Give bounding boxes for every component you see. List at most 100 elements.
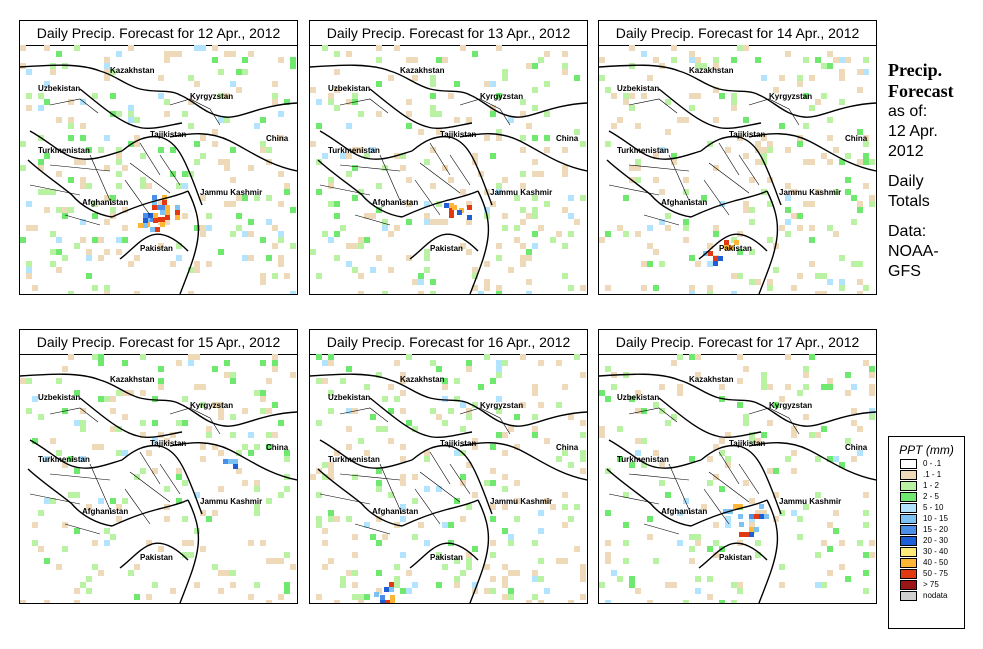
precip-cell	[104, 528, 110, 534]
precip-cell	[430, 111, 436, 117]
legend-label: 50 - 75	[923, 569, 948, 578]
precip-cell	[152, 582, 158, 588]
precip-cell	[653, 249, 659, 255]
precip-cell	[695, 588, 701, 594]
precip-cell	[562, 171, 568, 177]
precip-cell	[158, 366, 164, 372]
precip-cell	[683, 600, 689, 603]
precip-cell	[737, 588, 743, 594]
asof-label: as of:	[888, 103, 928, 120]
precip-cell	[659, 147, 665, 153]
precip-cell	[236, 225, 242, 231]
precip-cell	[755, 141, 761, 147]
precip-cell	[683, 225, 689, 231]
precip-cell	[544, 201, 550, 207]
precip-cell	[200, 444, 206, 450]
precip-cell	[272, 81, 278, 87]
precip-cell	[68, 99, 74, 105]
border-line	[748, 133, 876, 172]
precip-cell	[86, 273, 92, 279]
precip-cell-heavy	[744, 532, 749, 537]
precip-cell	[68, 291, 74, 294]
precip-cells	[20, 354, 296, 603]
precip-cell	[254, 390, 260, 396]
precip-cell	[785, 183, 791, 189]
precip-cell	[278, 420, 284, 426]
precip-cell	[833, 528, 839, 534]
precip-cell	[242, 408, 248, 414]
precip-cell	[376, 516, 382, 522]
precip-cell	[713, 552, 719, 558]
precip-cell	[284, 486, 290, 492]
precip-cell	[328, 558, 334, 564]
precip-cell	[346, 243, 352, 249]
legend-swatch	[900, 503, 917, 513]
border-line	[310, 64, 587, 118]
precip-cell	[140, 468, 146, 474]
border-line	[29, 130, 123, 160]
precip-cell	[845, 57, 851, 63]
precip-cell	[424, 267, 430, 273]
precip-cell	[80, 426, 86, 432]
country-label-afghanistan: Afghanistan	[372, 507, 418, 516]
precip-cell	[80, 183, 86, 189]
precip-cell	[550, 504, 556, 510]
precip-cell	[532, 243, 538, 249]
precip-cell	[164, 516, 170, 522]
precip-cell	[158, 546, 164, 552]
legend-label: 0 - .1	[923, 459, 942, 468]
precip-cell	[827, 135, 833, 141]
precip-cell	[248, 255, 254, 261]
precip-cell	[272, 432, 278, 438]
precip-cell	[206, 225, 212, 231]
precip-cell	[767, 201, 773, 207]
precip-cell	[388, 438, 394, 444]
precip-cell	[212, 366, 218, 372]
precip-cell	[254, 123, 260, 129]
precip-cell	[328, 183, 334, 189]
precip-cell	[74, 243, 80, 249]
precip-cell	[671, 153, 677, 159]
precip-cell	[334, 69, 340, 75]
legend-swatch	[900, 470, 917, 480]
precip-cell	[62, 462, 68, 468]
precip-cell	[749, 207, 755, 213]
border-line	[700, 135, 782, 206]
precip-cell	[382, 225, 388, 231]
precip-cell	[839, 99, 845, 105]
precip-cell	[364, 450, 370, 456]
precip-cell	[845, 372, 851, 378]
precip-cell	[80, 123, 86, 129]
precip-cell	[352, 147, 358, 153]
precip-cell	[821, 384, 827, 390]
precip-cell	[328, 177, 334, 183]
precip-cell	[194, 81, 200, 87]
precip-cell	[152, 438, 158, 444]
precip-cell	[689, 93, 695, 99]
precip-cell	[164, 219, 170, 225]
precip-cell	[490, 576, 496, 582]
precip-cell	[827, 51, 833, 57]
precip-cell	[104, 195, 110, 201]
precip-cell	[653, 402, 659, 408]
precip-cell	[791, 510, 797, 516]
precip-cell-heavy	[160, 210, 165, 215]
precip-cell-heavy	[233, 459, 238, 464]
precip-cell	[454, 396, 460, 402]
precip-cell	[635, 588, 641, 594]
precip-cell	[442, 564, 448, 570]
precip-cell	[605, 600, 611, 603]
precip-cell	[430, 81, 436, 87]
country-label-kazakhstan: Kazakhstan	[689, 66, 734, 75]
precip-cell	[44, 558, 50, 564]
precip-cell	[496, 291, 502, 294]
precip-cell	[689, 105, 695, 111]
precip-cell	[623, 195, 629, 201]
precip-cell	[815, 273, 821, 279]
precip-cell	[316, 468, 322, 474]
country-label-tajikistan: Tajikistan	[150, 130, 186, 139]
precip-cell	[707, 546, 713, 552]
precip-cell	[80, 177, 86, 183]
precip-cell	[316, 420, 322, 426]
precip-cell	[104, 69, 110, 75]
